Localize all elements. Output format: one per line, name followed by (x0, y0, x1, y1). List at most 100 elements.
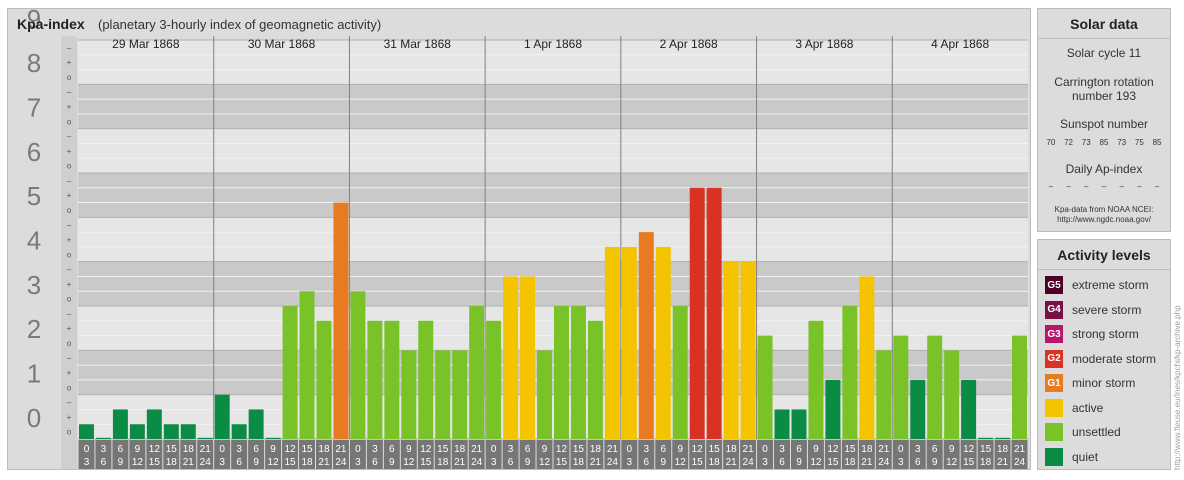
hour-end-label: 18 (573, 457, 585, 468)
source-watermark: http://www.fleuse.eu/Ines/kpchi/kp-archi… (1173, 305, 1182, 470)
level-band (78, 217, 1028, 262)
kp-bar (927, 335, 943, 439)
hour-start-label: 0 (84, 444, 90, 455)
hour-end-label: 24 (607, 457, 619, 468)
ap-value: – (1137, 182, 1142, 191)
solar-data-panel: Solar data Solar cycle 11 Carrington rot… (1037, 8, 1171, 232)
hour-cell (502, 440, 519, 469)
kp-bar (435, 350, 451, 439)
hour-start-label: 3 (644, 444, 650, 455)
y-tick-label: 8 (27, 48, 41, 78)
hour-end-label: 3 (355, 457, 361, 468)
minor-tick-label: + (67, 191, 72, 200)
hour-start-label: 21 (471, 444, 483, 455)
hour-cell (536, 440, 553, 469)
kp-bar (384, 320, 400, 439)
kp-bar (469, 306, 485, 439)
hour-cell (824, 440, 841, 469)
hour-end-label: 6 (644, 457, 650, 468)
hour-end-label: 24 (335, 457, 347, 468)
hour-start-label: 15 (709, 444, 721, 455)
activity-level-item: unsettled (1045, 422, 1121, 442)
hour-end-label: 9 (389, 457, 395, 468)
hour-end-label: 18 (980, 457, 992, 468)
y-tick-label: 2 (27, 314, 41, 344)
hour-start-label: 3 (236, 444, 242, 455)
chart-subtitle: (planetary 3-hourly index of geomagnetic… (98, 17, 381, 32)
kp-bar (808, 320, 824, 439)
kp-bar (961, 379, 977, 439)
kp-bar (486, 320, 502, 439)
minor-tick-label: + (67, 236, 72, 245)
kp-bar (163, 424, 179, 439)
kp-bar (774, 409, 790, 439)
hour-cell (231, 440, 248, 469)
hour-start-label: 9 (406, 444, 412, 455)
chart-title: Kpa-index (17, 16, 85, 32)
hour-cell (909, 440, 926, 469)
minor-tick-label: + (67, 324, 72, 333)
hour-end-label: 12 (132, 457, 144, 468)
hour-end-label: 12 (268, 457, 280, 468)
hour-end-label: 21 (726, 457, 738, 468)
hour-end-label: 12 (810, 457, 822, 468)
kp-bar (79, 424, 94, 439)
day-label: 30 Mar 1868 (248, 37, 316, 51)
kp-bar (520, 276, 536, 439)
hour-end-label: 3 (762, 457, 768, 468)
kp-bar (197, 437, 213, 439)
hour-start-label: 3 (508, 444, 514, 455)
kpa-chart-panel: 0 1 2 3 4 5 6 7 8 9 o + – o + – o + – o + – o + – o + – o + – o + – o + –29 … (7, 8, 1031, 470)
sunspot-value: 73 (1117, 138, 1127, 147)
activity-levels-title: Activity levels (1038, 240, 1170, 270)
hour-cell (858, 440, 875, 469)
activity-level-item: quiet (1045, 447, 1098, 467)
level-swatch (1045, 423, 1063, 441)
hour-cell (926, 440, 943, 469)
hour-cell (383, 440, 400, 469)
hour-start-label: 15 (573, 444, 585, 455)
hour-start-label: 6 (660, 444, 666, 455)
y-tick-label: 0 (27, 403, 41, 433)
hour-start-label: 0 (219, 444, 225, 455)
sunspot-values: 70 72 73 85 73 75 85 (1038, 138, 1170, 147)
ap-value: – (1066, 182, 1071, 191)
kp-bar (180, 424, 196, 439)
level-label: severe storm (1072, 302, 1142, 317)
hour-end-label: 21 (183, 457, 195, 468)
hour-start-label: 3 (101, 444, 107, 455)
hour-cell (757, 440, 774, 469)
ap-value: – (1048, 182, 1054, 191)
level-swatch: G4 (1045, 300, 1063, 319)
solar-cycle: Solar cycle 11 (1066, 46, 1142, 60)
kp-bar (706, 187, 722, 439)
kp-bar (740, 261, 756, 439)
hour-cell (841, 440, 858, 469)
level-band (78, 173, 1028, 218)
hour-start-label: 6 (118, 444, 124, 455)
hour-start-label: 21 (743, 444, 755, 455)
ap-values: – – – – – – – (1038, 182, 1170, 191)
ap-value: – (1119, 182, 1124, 191)
minor-tick-label: o (67, 117, 72, 126)
y-axis-panel (8, 36, 60, 469)
hour-end-label: 3 (491, 457, 497, 468)
hour-end-label: 9 (118, 457, 124, 468)
hour-cell (265, 440, 282, 469)
hour-start-label: 3 (779, 444, 785, 455)
hour-start-label: 21 (335, 444, 347, 455)
hour-end-label: 18 (301, 457, 313, 468)
hour-end-label: 15 (827, 457, 839, 468)
activity-levels-panel: Activity levels G5 extreme storm G4 severe … (1037, 239, 1171, 470)
hour-cell (892, 440, 909, 469)
activity-level-item: active (1045, 398, 1103, 418)
hour-start-label: 18 (318, 444, 330, 455)
kp-bar (876, 350, 892, 439)
y-tick-label: 7 (27, 93, 41, 123)
carrington-line2: number 193 (1071, 89, 1137, 103)
hour-end-label: 6 (101, 457, 107, 468)
hour-end-label: 15 (692, 457, 704, 468)
hour-cell (553, 440, 570, 469)
minor-tick-label: + (67, 413, 72, 422)
hour-cell (706, 440, 723, 469)
